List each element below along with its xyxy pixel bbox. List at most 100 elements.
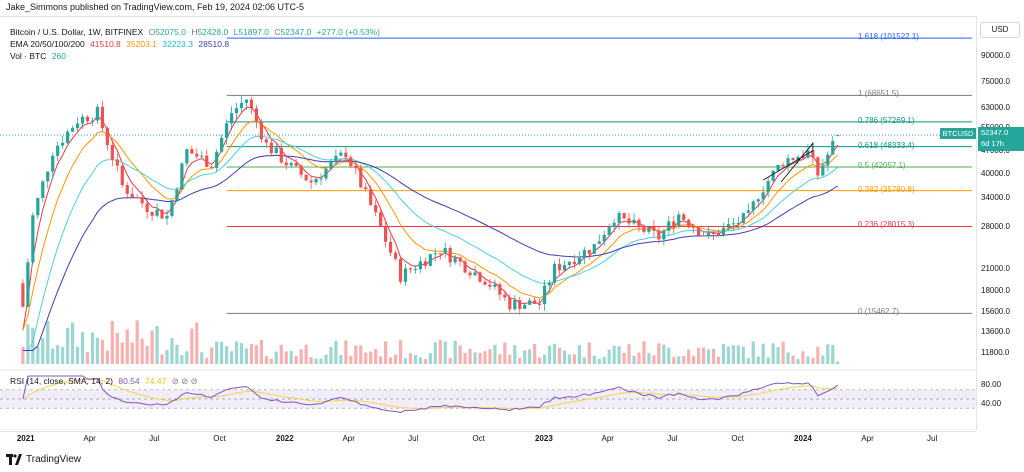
- volume-value: 260: [51, 51, 66, 61]
- volume-bar: [339, 355, 343, 364]
- candle-body: [388, 241, 393, 253]
- candle-body: [379, 212, 383, 227]
- chart-legend: Bitcoin / U.S. Dollar, 1W, BITFINEX O520…: [10, 26, 380, 62]
- ema-row: EMA 20/50/100/200 41510.8 35203.1 32223.…: [10, 38, 380, 50]
- candle-body: [662, 230, 666, 240]
- candle-body: [393, 252, 398, 259]
- chart-frame[interactable]: [0, 16, 976, 432]
- rsi-eye-icon[interactable]: ⊘: [171, 376, 179, 386]
- volume-bar: [523, 350, 527, 364]
- candle-body: [711, 232, 716, 234]
- volume-bar: [264, 355, 268, 364]
- candle-body: [602, 234, 606, 242]
- volume-bar: [66, 327, 70, 364]
- volume-bar: [170, 338, 174, 364]
- volume-bar: [597, 358, 601, 364]
- volume-bar: [140, 338, 144, 364]
- candle-body: [344, 152, 348, 158]
- candle-body: [80, 116, 85, 124]
- volume-bar: [617, 346, 621, 364]
- price-axis-label: 15600.0: [981, 307, 1010, 317]
- volume-bar: [647, 353, 651, 364]
- fib-level-label: 0.382 (35780.8): [858, 184, 915, 194]
- candle-body: [269, 142, 273, 154]
- candle-body: [562, 265, 567, 271]
- candle-body: [836, 135, 840, 137]
- candle-body: [438, 253, 442, 255]
- volume-bar: [229, 351, 234, 364]
- candle-body: [26, 262, 30, 307]
- rsi-settings-icon[interactable]: ⊘: [181, 376, 189, 386]
- volume-bar: [244, 348, 249, 364]
- candle-body: [155, 209, 159, 216]
- candle-body: [408, 268, 413, 270]
- volume-bar: [622, 352, 626, 364]
- candle-body: [314, 178, 318, 183]
- volume-bar: [393, 354, 398, 364]
- volume-bar: [195, 322, 199, 364]
- currency-button[interactable]: USD: [980, 22, 1020, 38]
- candle-body: [220, 137, 224, 152]
- fib-level-label: 0.618 (48333.4): [858, 140, 915, 150]
- candle-body: [46, 171, 50, 182]
- rsi-ma-line: [22, 378, 838, 410]
- candle-body: [284, 162, 288, 166]
- volume-bar: [577, 345, 581, 364]
- candle-body: [135, 197, 139, 199]
- volume-bar: [334, 340, 338, 364]
- price-chart[interactable]: [0, 0, 976, 430]
- volume-bar: [488, 349, 492, 364]
- candle-body: [329, 161, 333, 169]
- candle-body: [741, 212, 745, 224]
- volume-bar: [413, 354, 418, 364]
- volume-bar: [667, 347, 671, 364]
- candle-body: [349, 157, 353, 167]
- candle-body: [120, 165, 124, 186]
- price-axis-label: 63000.0: [981, 102, 1010, 112]
- candle-body: [572, 261, 576, 265]
- publisher-line: Jake_Simmons published on TradingView.co…: [6, 2, 305, 12]
- volume-bar: [746, 358, 750, 364]
- bar-countdown: 6d 17h: [981, 139, 1004, 148]
- fib-level-label: 1 (68651.5): [858, 89, 899, 99]
- candle-body: [508, 297, 512, 310]
- volume-bar: [508, 354, 512, 364]
- price-axis[interactable]: [976, 16, 1024, 430]
- candle-body: [701, 235, 706, 237]
- low-value: 51897.0: [238, 27, 270, 37]
- volume-bar: [697, 347, 701, 364]
- time-axis-label: 2022: [275, 434, 294, 443]
- candle-body: [190, 149, 194, 154]
- volume-bar: [185, 351, 189, 364]
- volume-bar: [309, 357, 313, 364]
- symbol-tag: BTCUSD: [940, 128, 976, 139]
- candle-body: [369, 189, 373, 206]
- rsi-extra-icon[interactable]: ⊘: [190, 376, 198, 386]
- volume-bar: [453, 340, 457, 364]
- candle-body: [786, 158, 790, 166]
- volume-bar: [299, 349, 303, 364]
- candle-body: [443, 247, 447, 254]
- candle-body: [647, 226, 651, 232]
- candle-body: [831, 141, 835, 155]
- volume-bar: [274, 351, 278, 364]
- candle-body: [334, 155, 338, 162]
- volume-bar: [180, 355, 184, 364]
- rising-wedge-drawing: [762, 141, 814, 183]
- volume-bar: [319, 358, 323, 364]
- candle-body: [612, 222, 616, 228]
- candle-body: [359, 168, 363, 188]
- footer: TradingView: [6, 454, 81, 465]
- volume-bar: [642, 341, 646, 364]
- volume-bar: [463, 352, 467, 364]
- volume-bar: [612, 345, 616, 364]
- volume-bar: [816, 346, 820, 364]
- candle-body: [468, 272, 472, 276]
- candle-body: [61, 142, 65, 146]
- volume-bar: [41, 338, 45, 364]
- time-axis-label: Oct: [472, 434, 485, 443]
- candle-body: [403, 268, 408, 282]
- candle-body: [185, 149, 189, 164]
- symbol-title: Bitcoin / U.S. Dollar, 1W, BITFINEX: [10, 27, 144, 37]
- price-axis-label: 75000.0: [981, 77, 1010, 87]
